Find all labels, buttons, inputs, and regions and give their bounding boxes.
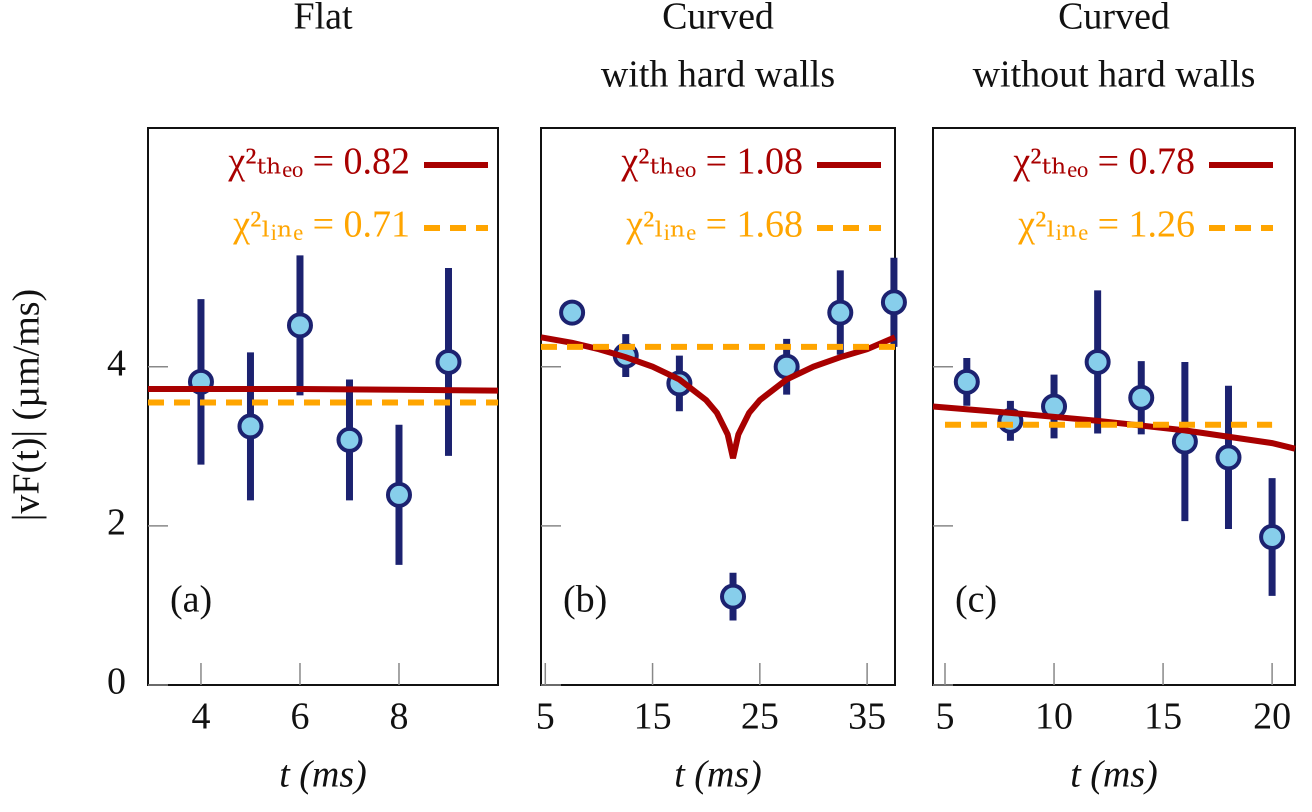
data-point — [286, 312, 313, 339]
legend-label: χ²ₜₕₑₒ = 0.78 — [1012, 141, 1195, 183]
theory-curve — [540, 334, 897, 459]
legend-label: χ²ₜₕₑₒ = 1.08 — [620, 141, 803, 183]
panel-annotation: (b) — [563, 579, 607, 621]
data-point — [336, 426, 363, 453]
x-tick-label: 10 — [1035, 696, 1073, 738]
panel-title: Flat — [293, 0, 353, 38]
y-tick-label: 4 — [107, 342, 126, 384]
legend-label: χ²ₗᵢₙₑ = 0.71 — [232, 204, 410, 246]
plot-frame — [540, 127, 896, 686]
panel-annotation: (a) — [170, 579, 212, 621]
data-point — [1215, 444, 1242, 471]
y-tick-label: 0 — [107, 661, 126, 703]
x-tick-label: 4 — [191, 696, 210, 738]
data-point — [237, 413, 264, 440]
legend-label: χ²ₜₕₑₒ = 0.82 — [227, 141, 410, 183]
x-tick-label: 15 — [634, 696, 672, 738]
panel-title: Curved — [1058, 0, 1170, 38]
data-point — [1259, 523, 1286, 550]
panel-annotation: (c) — [955, 579, 997, 621]
x-axis-label: t (ms) — [279, 754, 367, 796]
x-tick-label: 5 — [935, 696, 954, 738]
theory-curve — [148, 385, 499, 394]
legend-label: χ²ₗᵢₙₑ = 1.68 — [625, 204, 803, 246]
x-axis-label: t (ms) — [674, 754, 762, 796]
panel-title: Curved — [662, 0, 774, 38]
panel-subtitle: without hard walls — [973, 54, 1256, 96]
data-point — [720, 583, 747, 610]
data-point — [953, 368, 980, 395]
x-axis-label: t (ms) — [1070, 754, 1158, 796]
legend-label: χ²ₗᵢₙₑ = 1.26 — [1017, 204, 1195, 246]
x-tick-label: 20 — [1253, 696, 1291, 738]
panel-subtitle: with hard walls — [601, 54, 835, 96]
data-point — [435, 348, 462, 375]
x-tick-label: 25 — [741, 696, 779, 738]
y-tick-label: 2 — [107, 502, 126, 544]
x-tick-label: 8 — [389, 696, 408, 738]
x-tick-label: 15 — [1144, 696, 1182, 738]
x-tick-label: 5 — [536, 696, 555, 738]
data-point — [1084, 348, 1111, 375]
y-axis-label: |vF(t)| (µm/ms) — [6, 289, 48, 521]
data-point — [385, 481, 412, 508]
x-tick-label: 35 — [848, 696, 886, 738]
data-point — [827, 299, 854, 326]
plot-frame — [147, 127, 499, 686]
data-point — [559, 299, 586, 326]
data-point — [880, 289, 907, 316]
x-tick-label: 6 — [290, 696, 309, 738]
data-point — [1128, 384, 1155, 411]
